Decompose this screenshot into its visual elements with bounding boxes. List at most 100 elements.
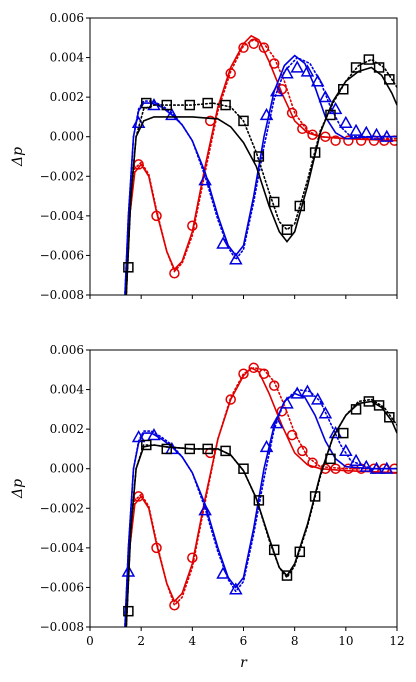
y-tick-label: 0.004: [50, 51, 85, 65]
y-tick-label: −0.008: [40, 288, 84, 302]
triangle-marker: [300, 64, 315, 77]
x-tick-label: 2: [137, 634, 145, 648]
series-0-solid-line: [125, 366, 397, 627]
y-tick-label: −0.006: [40, 248, 84, 262]
triangle-marker: [131, 430, 146, 443]
series-2-solid-line: [125, 66, 397, 295]
plot-area-2: [121, 362, 397, 627]
circle-marker: [307, 457, 318, 469]
y-tick-label: −0.004: [40, 209, 85, 223]
circle-marker: [320, 131, 331, 142]
y-tick-label: −0.006: [40, 580, 84, 594]
triangle-marker: [216, 236, 230, 249]
circle-marker: [258, 42, 270, 53]
square-marker: [268, 544, 280, 556]
triangle-marker: [198, 173, 212, 186]
y-tick-label: 0.000: [50, 462, 84, 476]
circle-marker: [268, 380, 280, 391]
x-tick-label: 0: [86, 634, 94, 648]
circle-marker: [187, 552, 198, 563]
series-0-solid-line: [125, 34, 397, 295]
square-marker: [238, 115, 249, 127]
circle-marker: [225, 394, 236, 405]
axes-frame-2: [89, 349, 398, 628]
square-marker: [184, 443, 196, 455]
circle-marker: [238, 368, 249, 379]
circle-marker: [169, 267, 180, 279]
triangle-marker: [216, 566, 230, 579]
circle-marker: [238, 42, 249, 53]
square-marker: [123, 605, 134, 617]
square-marker: [161, 443, 172, 455]
triangle-marker: [131, 115, 146, 129]
series-0-dotted-line: [125, 38, 397, 295]
triangle-marker: [290, 60, 304, 73]
x-tick-label: 6: [240, 634, 248, 648]
plot-area-1: [123, 34, 397, 295]
square-marker: [253, 495, 265, 506]
circle-marker: [307, 129, 318, 140]
triangle-marker: [318, 406, 333, 419]
circle-marker: [225, 68, 236, 79]
square-marker: [202, 97, 213, 109]
square-marker: [238, 463, 249, 474]
x-tick-label: 8: [291, 634, 299, 648]
y-tick-label: 0.000: [50, 130, 84, 144]
x-tick-label: 10: [338, 634, 353, 648]
square-marker: [294, 546, 306, 558]
series-2-dotted-line: [125, 398, 397, 627]
y-axis-label: Δp: [10, 479, 26, 499]
square-marker: [350, 62, 362, 73]
triangle-marker: [379, 461, 394, 474]
square-marker: [350, 404, 362, 415]
triangle-marker: [300, 384, 315, 397]
y-tick-label: 0.002: [50, 90, 84, 104]
triangle-marker: [259, 107, 274, 121]
triangle-marker: [369, 461, 384, 474]
circle-marker: [343, 135, 354, 146]
triangle-marker: [339, 443, 353, 457]
square-marker: [338, 83, 349, 95]
triangle-marker: [280, 396, 294, 409]
y-tick-label: 0.002: [50, 422, 84, 436]
series-1-solid-line: [124, 392, 397, 627]
circle-marker: [151, 542, 162, 554]
square-marker: [309, 147, 321, 158]
triangle-marker: [318, 90, 333, 103]
series-2-solid-line: [125, 400, 397, 627]
circle-marker: [248, 38, 259, 49]
series-1-dotted-line: [124, 56, 397, 295]
circle-marker: [330, 135, 341, 146]
square-marker: [253, 151, 265, 162]
y-tick-label: −0.004: [40, 541, 85, 555]
square-marker: [373, 400, 385, 411]
triangle-marker: [310, 392, 325, 405]
circle-marker: [286, 107, 298, 119]
y-tick-label: 0.004: [50, 383, 85, 397]
series-1-dotted-line: [124, 388, 397, 627]
circle-marker: [169, 599, 180, 611]
square-marker: [184, 99, 196, 111]
triangle-marker: [379, 129, 394, 142]
triangle-marker: [259, 439, 274, 453]
y-tick-label: 0.006: [50, 11, 84, 25]
circle-marker: [268, 58, 280, 69]
circle-marker: [286, 429, 298, 441]
triangle-marker: [198, 503, 212, 516]
square-marker: [141, 439, 152, 451]
triangle-marker: [147, 428, 161, 441]
triangle-marker: [310, 74, 325, 87]
square-marker: [294, 200, 306, 212]
panel-1: −0.008 −0.006 −0.004 −0.002 0.000 0.002 0.004 0…: [10, 11, 398, 302]
square-marker: [325, 109, 336, 121]
y-tick-label: 0.006: [50, 343, 84, 357]
square-marker: [220, 99, 231, 111]
triangle-marker: [165, 107, 179, 121]
triangle-marker: [359, 125, 374, 138]
triangle-marker: [349, 453, 363, 466]
square-marker: [141, 97, 152, 109]
x-tick-label: 12: [389, 634, 404, 648]
square-marker: [373, 62, 385, 73]
triangle-marker: [359, 459, 374, 472]
circle-marker: [320, 463, 331, 474]
